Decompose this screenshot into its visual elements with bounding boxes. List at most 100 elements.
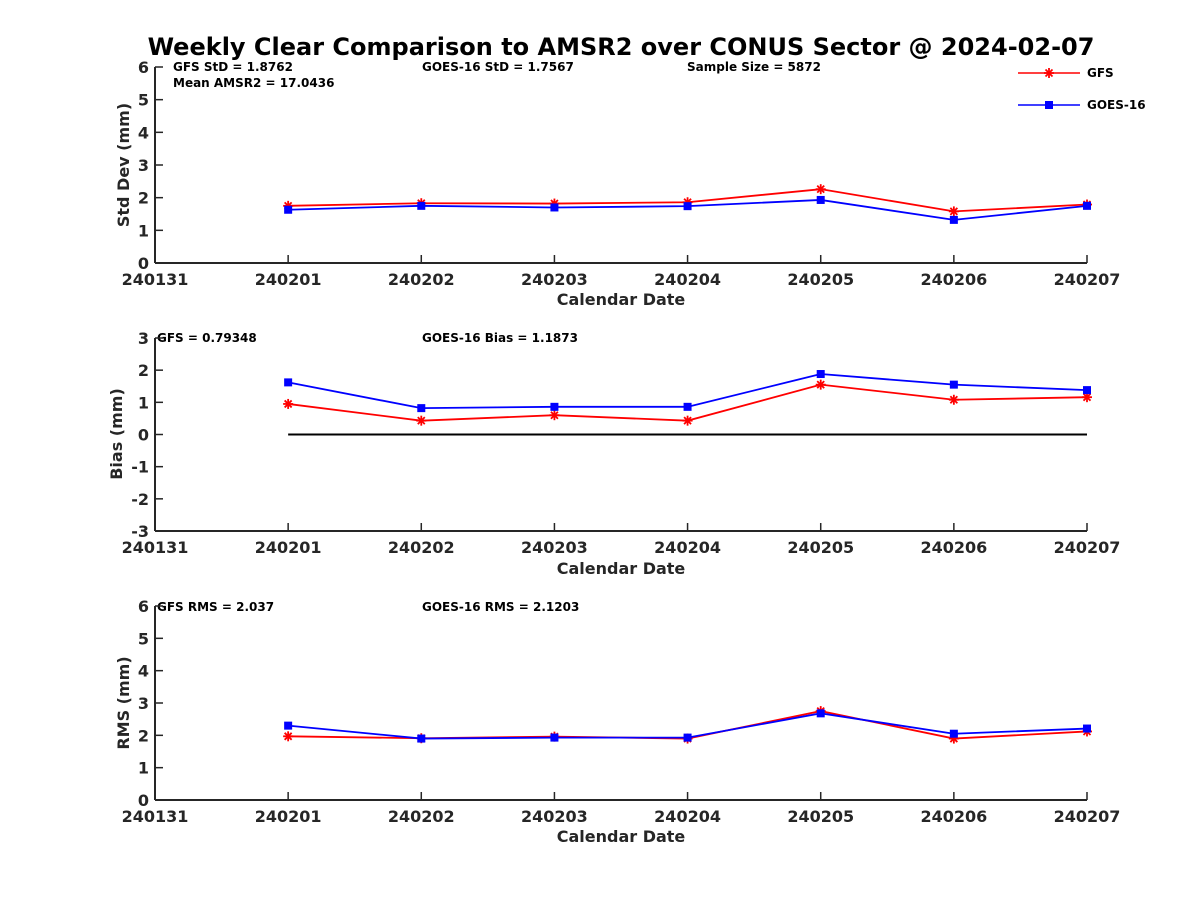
panel3-x-tick-label: 240207 [1054,807,1121,826]
panel1-series-gfs-point-stroke-3 [949,207,958,216]
panel2-series-gfs-point-stroke-3 [1082,393,1092,402]
panel2-series-goes16-point-shape [1083,386,1091,395]
mean-amsr2-annotation: Mean AMSR2 = 17.0436 [173,76,334,90]
panel3-series-gfs-point [283,731,294,742]
panel2-y-tick-label: 1 [138,393,149,412]
panel1-x-tick-label: 240204 [654,270,721,289]
goes16-std-annotation: GOES-16 StD = 1.7567 [422,60,574,74]
panel2-series-goes16-point [284,378,293,387]
panel3-series-goes16-point-shape [550,733,559,742]
panel3-series-gfs-point-stroke-3 [284,732,293,741]
panel1-series-goes16-point-shape [417,201,426,210]
panel3-x-tick-label: 240201 [255,807,322,826]
figure-title: Weekly Clear Comparison to AMSR2 over CO… [148,33,1095,61]
panel3-series-goes16-point [550,733,559,742]
panel3-series-goes16-point-shape [1083,724,1091,733]
panel2-series-gfs-point-stroke-3 [683,416,692,425]
panel3-x-tick-label: 240202 [388,807,455,826]
gfs-std-annotation: GFS StD = 1.8762 [173,60,293,74]
legend-gfs-marker-stroke-3 [1044,68,1054,78]
panel1-x-tick-label: 240131 [122,270,189,289]
panel3-x-tick-label: 240131 [122,807,189,826]
panel2-y-tick-label: -3 [131,522,149,541]
panel2-x-tick-label: 240201 [255,538,322,557]
panel2-series-gfs-point [416,415,427,426]
panel3-x-tick-label: 240205 [787,807,854,826]
panel2-series-goes16-point-shape [550,402,559,411]
panel1-x-tick-label: 240202 [388,270,455,289]
panel2-series-goes16-point-shape [284,378,293,387]
legend-marker-goes16 [1045,101,1053,109]
bias-y-axis-label: Bias (mm) [107,388,126,480]
panel2-series-goes16-point-shape [816,370,825,379]
rms-y-axis-label: RMS (mm) [114,656,133,749]
panel1-y-tick-label: 3 [138,156,149,175]
panel1-y-tick-label: 6 [138,58,149,77]
panel3-y-tick-label: 0 [138,791,149,810]
panel2-series-goes16-point [417,404,426,413]
legend-goes16-marker-shape [1045,101,1053,109]
panel1-y-tick-label: 1 [138,221,149,240]
panel3-series-goes16-point [949,729,958,738]
panel2-y-tick-label: -1 [131,458,149,477]
rms-panel: GFS RMS = 2.037 GOES-16 RMS = 2.1203 RMS… [114,597,1120,846]
bias-x-axis-label: Calendar Date [557,559,686,578]
panel1-series-goes16-point-shape [949,215,958,224]
panel3-series-goes16-point-shape [417,734,426,743]
stddev-panel: GFS StD = 1.8762 GOES-16 StD = 1.7567 Sa… [114,58,1120,309]
panel2-y-tick-label: -2 [131,490,149,509]
panel1-plot-area: 240131 240201 240202 240203 240204 240205 2402… [122,58,1121,289]
panel3-series-goes16-point [1083,724,1091,733]
panel3-plot-area: 240131 240201 240202 240203 240204 240205 2402… [122,597,1121,826]
panel2-series-gfs-point-stroke-3 [417,416,426,425]
panel1-series-goes16-point-shape [550,203,559,212]
rms-x-axis-label: Calendar Date [557,827,686,846]
panel1-y-tick-label: 2 [138,189,149,208]
panel1-series-gfs-point [948,206,959,217]
goes16-rms-annotation: GOES-16 RMS = 2.1203 [422,600,579,614]
panel2-series-gfs-point [815,379,826,390]
panel2-x-tick-label: 240205 [787,538,854,557]
panel1-x-tick-label: 240203 [521,270,588,289]
gfs-bias-annotation: GFS = 0.79348 [157,331,257,345]
panel1-series-gfs-point [815,184,826,195]
legend-label-goes16: GOES-16 [1087,98,1146,112]
panel2-series-gfs-point [682,415,693,426]
panel1-y-tick-label: 0 [138,254,149,273]
panel1-series-goes16-point [816,195,825,204]
panel3-y-tick-label: 4 [138,662,149,681]
bias-panel: GFS = 0.79348 GOES-16 Bias = 1.1873 Bias… [107,329,1120,578]
panel2-x-tick-label: 240202 [388,538,455,557]
panel1-series-goes16-point-shape [683,202,692,211]
panel2-plot-area: 240131 240201 240202 240203 240204 240205 2402… [122,329,1121,557]
panel3-series-goes16-point-shape [683,733,692,742]
panel1-x-tick-label: 240201 [255,270,322,289]
panel2-y-tick-label: 0 [138,426,149,445]
panel1-series-goes16-point-shape [1083,201,1091,210]
panel3-y-tick-label: 5 [138,629,149,648]
panel2-y-tick-label: 2 [138,361,149,380]
panel1-series-goes16-point [550,203,559,212]
panel2-series-goes16-point-shape [683,402,692,411]
panel2-x-tick-label: 240206 [920,538,987,557]
panel3-series-goes16-point-shape [949,729,958,738]
panel3-y-tick-label: 6 [138,597,149,616]
legend-entry-goes16: GOES-16 [1018,98,1146,112]
panel3-series-goes16-point [284,721,293,730]
panel2-series-gfs-point-stroke-3 [284,399,293,409]
panel1-series-goes16-point [417,201,426,210]
panel3-series-goes16-point [683,733,692,742]
panel2-series-goes16-point [550,402,559,411]
panel3-y-tick-label: 1 [138,759,149,778]
panel1-series-goes16-point [949,215,958,224]
panel1-x-tick-label: 240206 [920,270,987,289]
panel2-x-tick-label: 240131 [122,538,189,557]
legend-marker-gfs [1044,68,1054,78]
panel2-x-tick-label: 240207 [1054,538,1121,557]
stddev-y-axis-label: Std Dev (mm) [114,103,133,227]
panel1-series-goes16-point [683,202,692,211]
panel1-series-goes16-point [284,205,293,214]
legend-label-gfs: GFS [1087,66,1114,80]
panel2-series-gfs-line [288,383,1088,422]
